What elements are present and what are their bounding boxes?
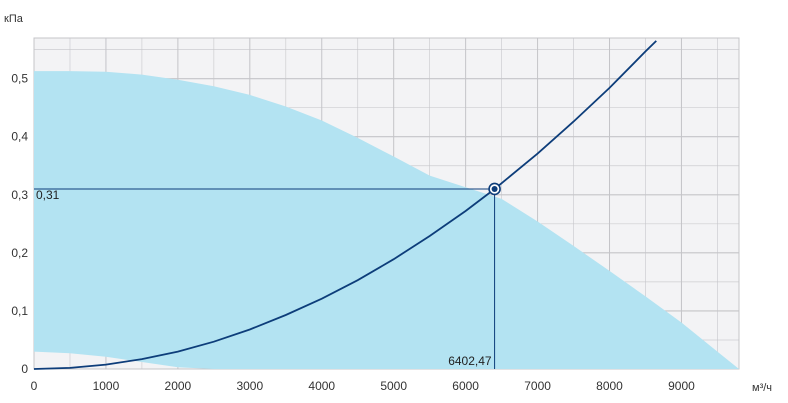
x-tick-label: 7000: [524, 379, 551, 393]
y-tick-label: 0: [21, 362, 28, 376]
x-tick-label: 6000: [452, 379, 479, 393]
operating-point-y-label: 0,31: [36, 188, 60, 202]
operating-point-marker[interactable]: [488, 182, 501, 196]
y-tick-label: 0,2: [11, 246, 28, 260]
x-tick-label: 8000: [596, 379, 623, 393]
y-tick-label: 0,5: [11, 72, 28, 86]
x-tick-label: 1000: [93, 379, 120, 393]
working-area: [34, 71, 739, 369]
y-tick-label: 0,1: [11, 304, 28, 318]
operating-point-guides: [34, 188, 496, 369]
x-tick-label: 3000: [236, 379, 263, 393]
y-tick-label: 0,4: [11, 130, 28, 144]
x-tick-labels: 0 1000 2000 3000 4000 5000 6000 7000 8000 9000: [31, 379, 695, 393]
x-tick-label: 2000: [165, 379, 192, 393]
x-tick-label: 0: [31, 379, 38, 393]
x-tick-label: 9000: [668, 379, 695, 393]
y-tick-labels: 0 0,1 0,2 0,3 0,4 0,5: [11, 72, 28, 376]
operating-point-x-label: 6402,47: [448, 354, 492, 368]
system-curve: [33, 40, 657, 370]
x-axis-unit: м³/ч: [752, 382, 772, 394]
x-tick-label: 4000: [308, 379, 335, 393]
operating-point-dot: [491, 185, 498, 192]
y-tick-label: 0,3: [11, 188, 28, 202]
x-tick-label: 5000: [380, 379, 407, 393]
y-axis-unit: кПа: [4, 13, 24, 25]
